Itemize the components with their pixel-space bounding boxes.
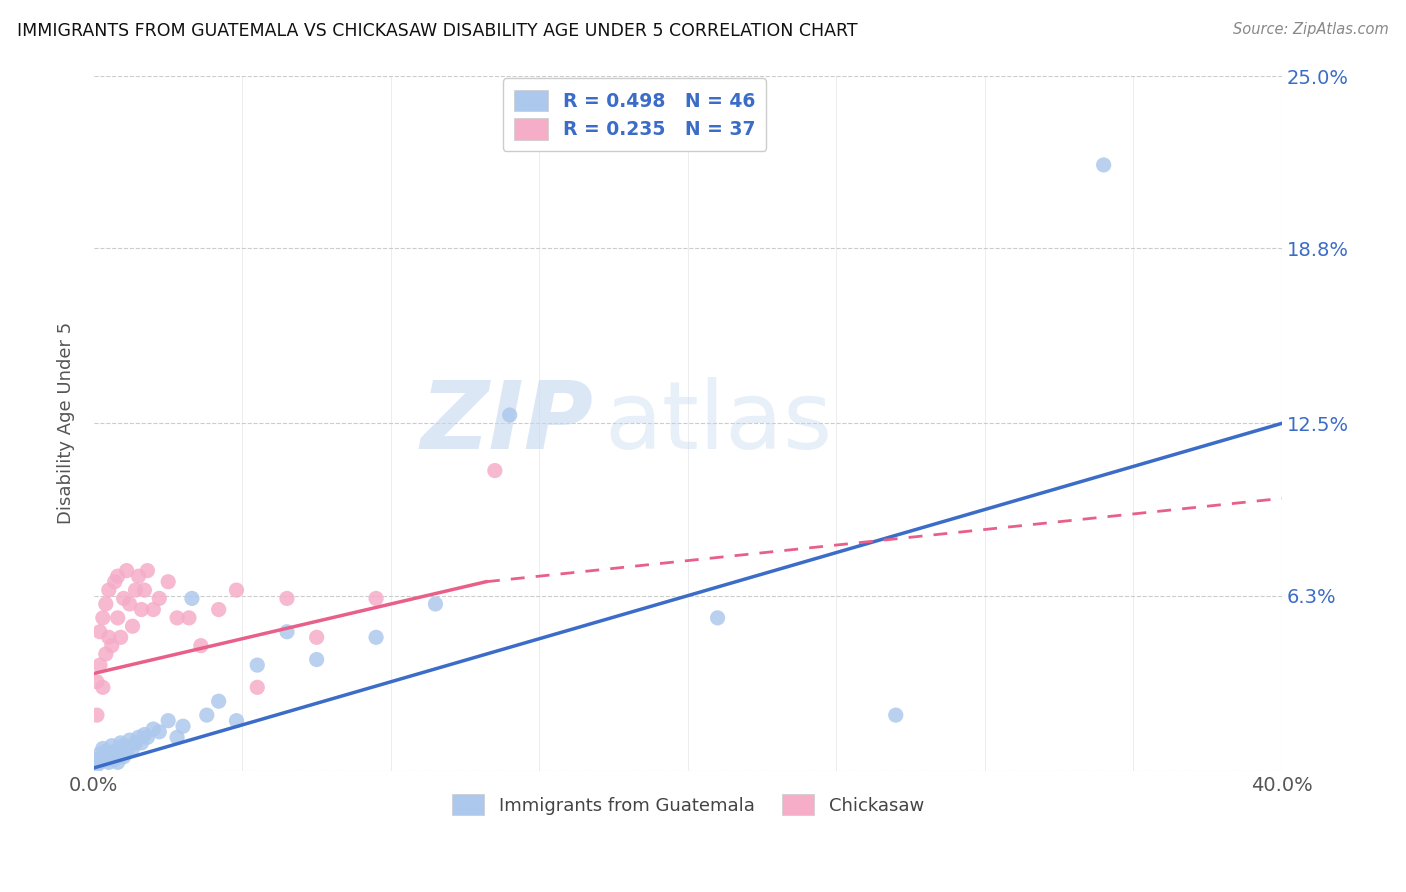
Point [112, 749, 135, 764]
Point [225, 714, 247, 728]
Point [499, 408, 522, 422]
Point [86, 708, 108, 723]
Point [225, 583, 247, 598]
Point [208, 602, 231, 616]
Point [107, 569, 129, 583]
Point [157, 574, 180, 589]
Point [86, 674, 108, 689]
Point [112, 591, 135, 606]
Point [142, 722, 165, 736]
Point [115, 564, 138, 578]
Point [91, 741, 114, 756]
Point [1092, 158, 1115, 172]
Point [94, 744, 117, 758]
Point [166, 731, 188, 745]
Point [86, 758, 108, 772]
Point [97, 747, 120, 761]
Point [118, 733, 141, 747]
Point [94, 647, 117, 661]
Point [148, 591, 170, 606]
Point [177, 611, 200, 625]
Point [134, 583, 156, 598]
Point [107, 747, 129, 761]
Point [97, 756, 120, 770]
Point [706, 611, 728, 625]
Point [104, 574, 127, 589]
Point [127, 569, 149, 583]
Text: ZIP: ZIP [420, 377, 593, 469]
Legend: Immigrants from Guatemala, Chickasaw: Immigrants from Guatemala, Chickasaw [443, 785, 934, 824]
Point [104, 753, 127, 767]
Point [91, 749, 114, 764]
Point [131, 736, 153, 750]
Point [91, 611, 114, 625]
Point [107, 611, 129, 625]
Y-axis label: Disability Age Under 5: Disability Age Under 5 [58, 322, 75, 524]
Point [100, 639, 122, 653]
Point [100, 749, 122, 764]
Point [246, 658, 269, 673]
Text: Source: ZipAtlas.com: Source: ZipAtlas.com [1233, 22, 1389, 37]
Point [425, 597, 447, 611]
Point [276, 591, 298, 606]
Point [115, 744, 138, 758]
Point [89, 624, 111, 639]
Text: IMMIGRANTS FROM GUATEMALA VS CHICKASAW DISABILITY AGE UNDER 5 CORRELATION CHART: IMMIGRANTS FROM GUATEMALA VS CHICKASAW D… [17, 22, 858, 40]
Point [148, 724, 170, 739]
Point [121, 619, 143, 633]
Point [89, 747, 111, 761]
Point [166, 611, 188, 625]
Point [86, 753, 108, 767]
Point [89, 658, 111, 673]
Point [100, 739, 122, 753]
Point [195, 708, 218, 723]
Point [97, 583, 120, 598]
Point [364, 630, 387, 644]
Point [142, 602, 165, 616]
Point [190, 639, 212, 653]
Point [97, 630, 120, 644]
Point [110, 736, 132, 750]
Point [136, 564, 159, 578]
Point [172, 719, 194, 733]
Point [94, 753, 117, 767]
Point [89, 756, 111, 770]
Point [107, 756, 129, 770]
Point [127, 731, 149, 745]
Point [121, 741, 143, 756]
Point [124, 583, 146, 598]
Point [91, 681, 114, 695]
Point [134, 728, 156, 742]
Point [118, 597, 141, 611]
Point [136, 731, 159, 745]
Point [208, 694, 231, 708]
Point [110, 741, 132, 756]
Point [94, 597, 117, 611]
Point [305, 652, 328, 666]
Point [104, 744, 127, 758]
Point [157, 714, 180, 728]
Point [364, 591, 387, 606]
Point [131, 602, 153, 616]
Point [181, 591, 204, 606]
Point [276, 624, 298, 639]
Point [112, 739, 135, 753]
Point [484, 464, 506, 478]
Text: atlas: atlas [605, 377, 832, 469]
Point [124, 736, 146, 750]
Point [246, 681, 269, 695]
Point [884, 708, 907, 723]
Point [305, 630, 328, 644]
Point [110, 630, 132, 644]
